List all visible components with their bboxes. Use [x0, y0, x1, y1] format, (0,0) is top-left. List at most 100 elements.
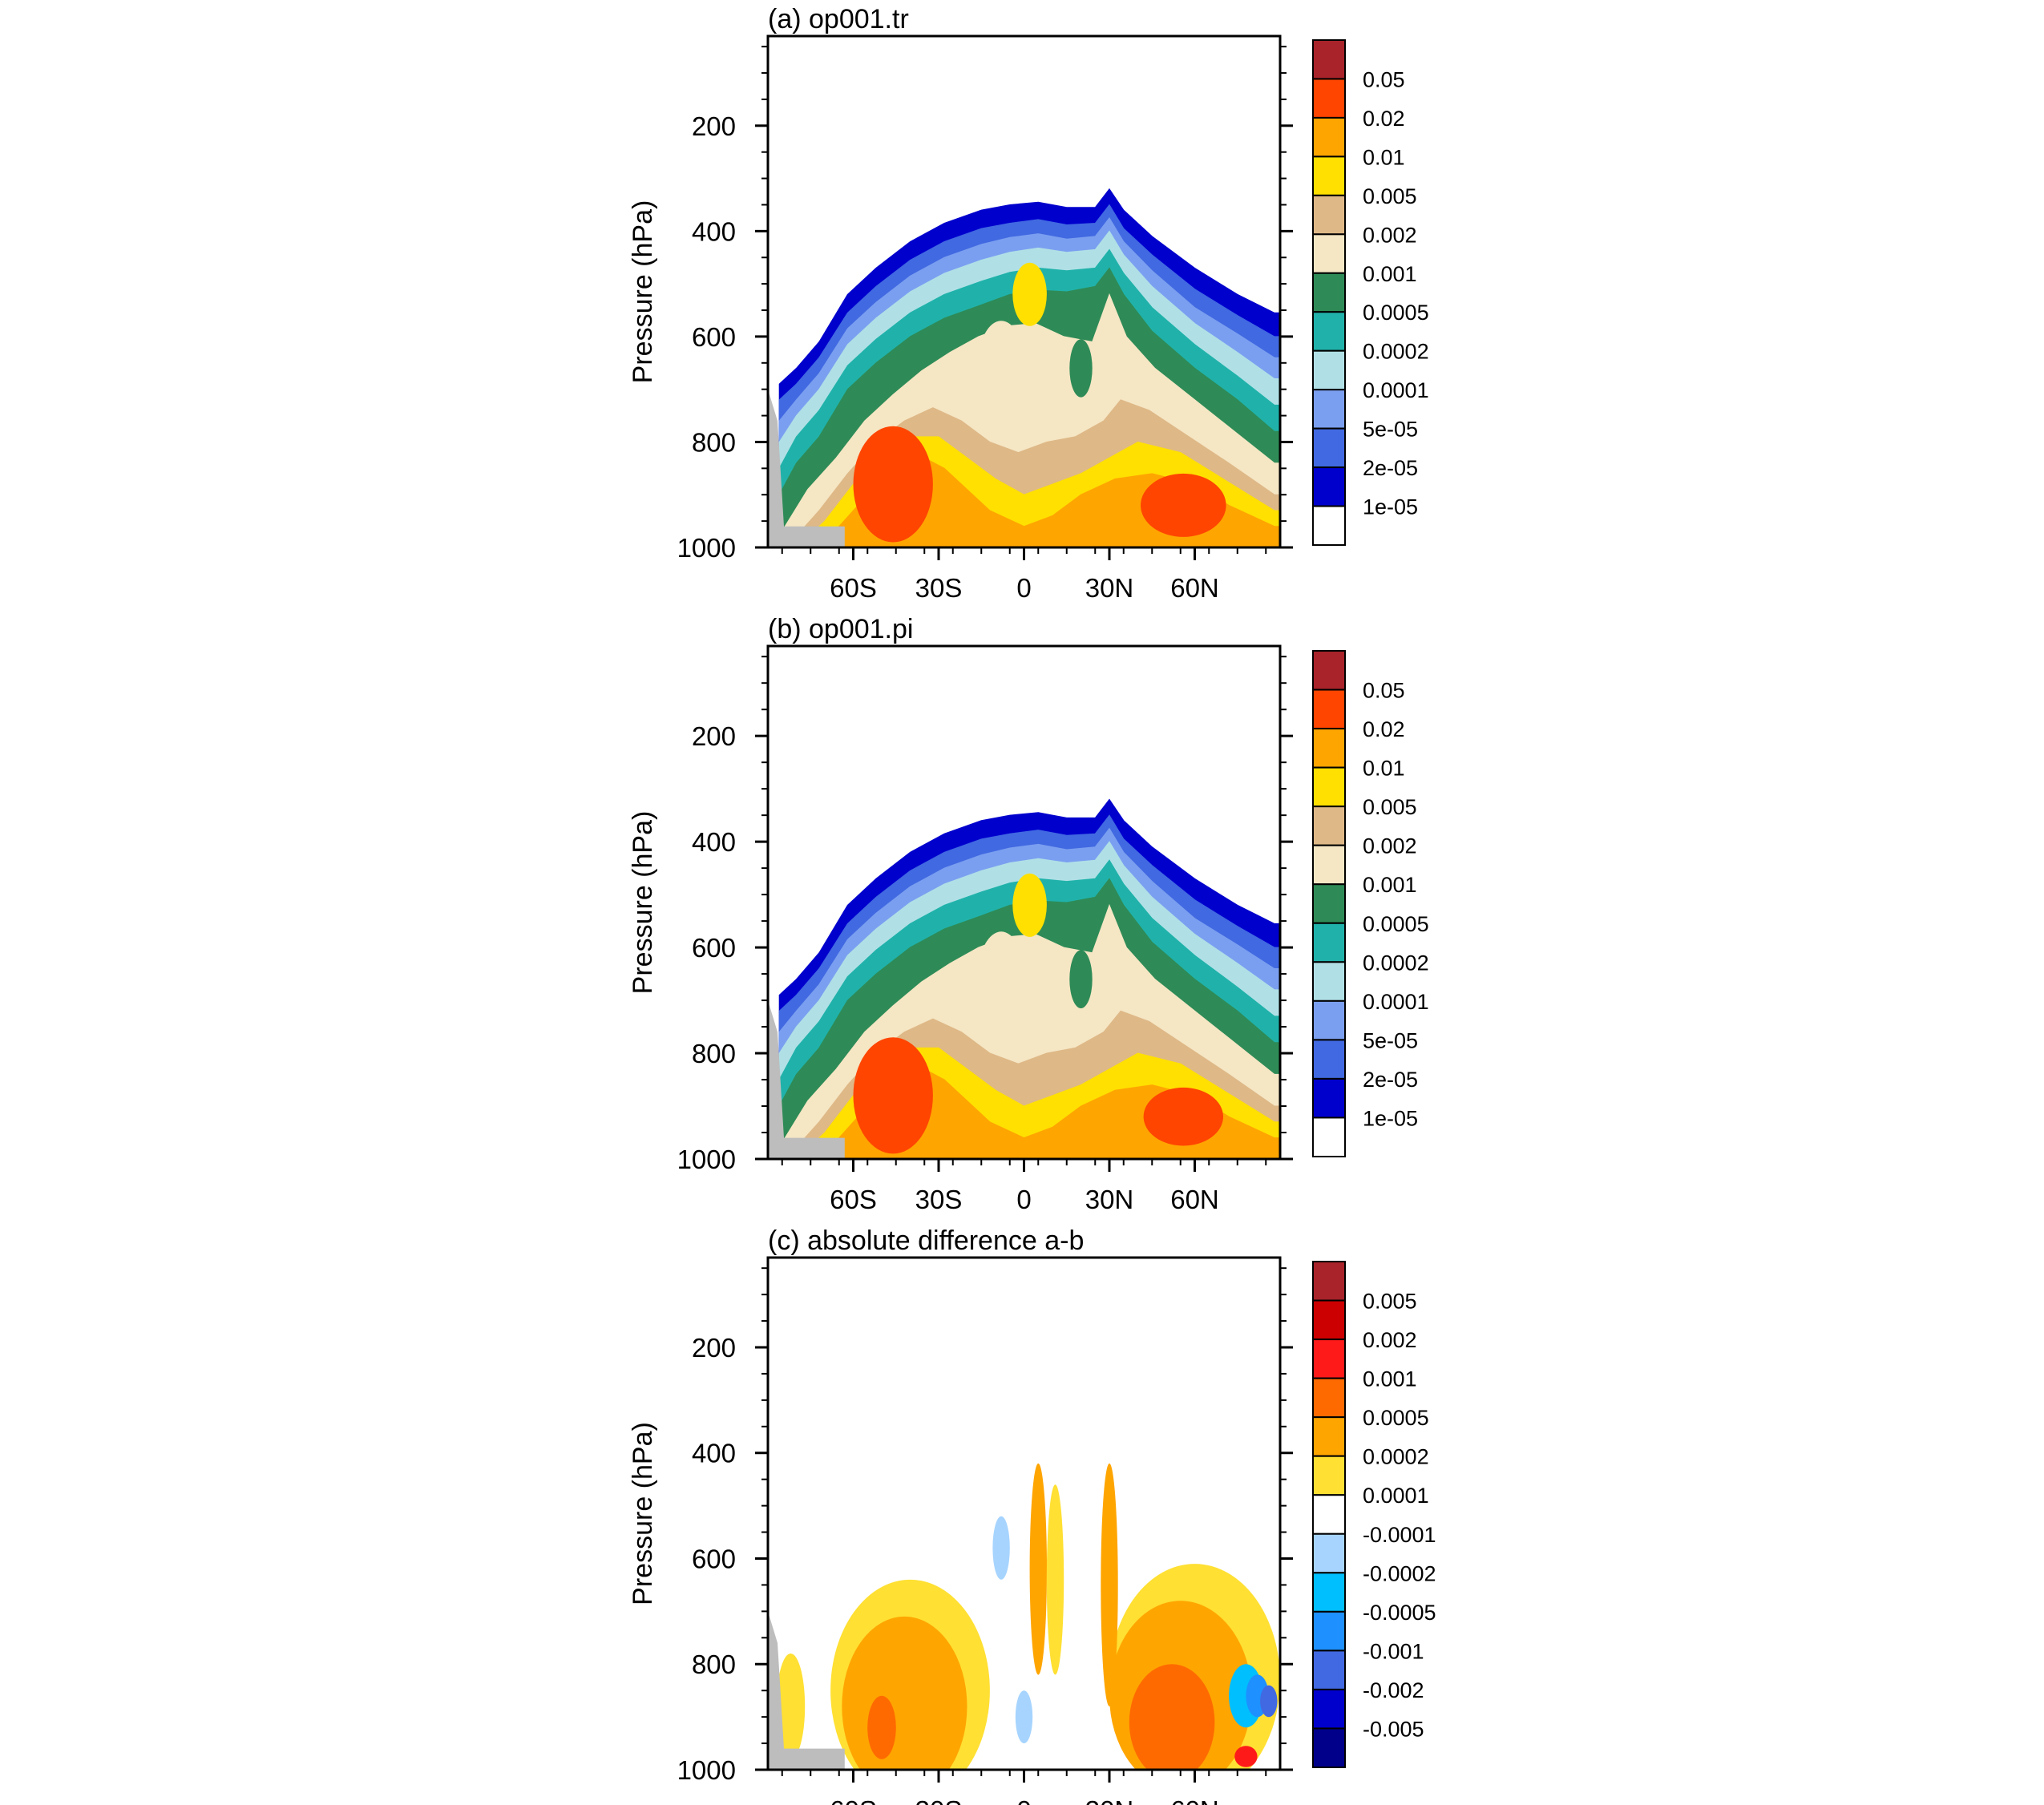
- y-tick-label: 600: [692, 322, 736, 352]
- colorbar-swatch: [1312, 1572, 1346, 1613]
- panel-3: (c) absolute difference a-b Pressure (hPa…: [628, 1226, 1436, 1805]
- x-tick-label: 60S: [830, 1795, 877, 1805]
- colorbar-swatch: [1312, 1299, 1346, 1341]
- colorbar-label: 0.0005: [1363, 1406, 1429, 1430]
- colorbar-swatch: [1312, 116, 1346, 158]
- x-tick-label: 30S: [915, 1185, 963, 1214]
- colorbar-label: 0.01: [1363, 145, 1405, 169]
- colorbar-swatch: [1312, 806, 1346, 846]
- colorbar-label: 0.0005: [1363, 301, 1429, 325]
- colorbar-swatch: [1312, 311, 1346, 352]
- x-tick-label: 0: [1016, 573, 1031, 603]
- colorbar-swatch: [1312, 999, 1346, 1041]
- y-tick-label: 1000: [677, 1145, 736, 1174]
- contour-region: [1069, 950, 1093, 1008]
- y-tick-label: 800: [692, 427, 736, 457]
- x-tick-label: 60S: [830, 573, 877, 603]
- colorbar-label: 2e-05: [1363, 456, 1418, 480]
- topography-mask: [768, 1000, 845, 1159]
- y-tick-label: 800: [692, 1650, 736, 1679]
- plot-area: [768, 1258, 1280, 1770]
- colorbar-swatch: [1312, 505, 1346, 546]
- colorbar-swatch: [1312, 1039, 1346, 1080]
- colorbar-swatch: [1312, 1688, 1346, 1730]
- x-tick-label: 60N: [1170, 573, 1219, 603]
- colorbar-label: -0.005: [1363, 1717, 1424, 1741]
- colorbar-swatch: [1312, 1650, 1346, 1690]
- contour-region: [1234, 1746, 1258, 1767]
- colorbar-label: 1e-05: [1363, 1106, 1418, 1130]
- colorbar-label: 5e-05: [1363, 1028, 1418, 1052]
- y-axis-label: Pressure (hPa): [628, 1422, 658, 1605]
- x-tick-label: 30N: [1085, 1795, 1134, 1805]
- contour-region: [1129, 1664, 1215, 1770]
- topography-mask: [768, 389, 845, 547]
- colorbar-label: 0.001: [1363, 262, 1417, 286]
- colorbar-swatch: [1312, 39, 1346, 80]
- x-tick-label: 60S: [830, 1185, 877, 1214]
- contour-region: [1029, 1463, 1048, 1675]
- colorbar-label: 2e-05: [1363, 1068, 1418, 1092]
- colorbar-label: 0.002: [1363, 1328, 1417, 1352]
- colorbar-swatch: [1312, 961, 1346, 1002]
- colorbar-label: 0.0002: [1363, 951, 1429, 975]
- colorbar-swatch: [1312, 272, 1346, 313]
- x-tick-label: 60N: [1170, 1185, 1219, 1214]
- contour-region: [978, 321, 1024, 406]
- panel-title: (c) absolute difference a-b: [768, 1226, 1084, 1256]
- y-tick-label: 1000: [677, 1755, 736, 1785]
- colorbar-swatch: [1312, 1261, 1346, 1302]
- contour-region: [1069, 339, 1093, 398]
- contour-region: [1141, 473, 1226, 537]
- colorbar-label: 0.0001: [1363, 378, 1429, 402]
- colorbar-label: 0.0002: [1363, 1445, 1429, 1469]
- y-tick-label: 800: [692, 1039, 736, 1068]
- panel-title: (a) op001.tr: [768, 4, 909, 34]
- plot-area: [768, 36, 1280, 547]
- x-tick-label: 60N: [1170, 1795, 1219, 1805]
- y-tick-label: 400: [692, 827, 736, 857]
- colorbar-swatch: [1312, 78, 1346, 119]
- colorbar-label: 0.005: [1363, 795, 1417, 819]
- colorbar-label: -0.0001: [1363, 1523, 1436, 1547]
- x-tick-label: 0: [1016, 1185, 1031, 1214]
- contour-region: [1260, 1685, 1278, 1718]
- x-tick-label: 0: [1016, 1795, 1031, 1805]
- panel-title: (b) op001.pi: [768, 614, 913, 644]
- colorbar-label: -0.002: [1363, 1678, 1424, 1702]
- colorbar-label: 5e-05: [1363, 418, 1418, 442]
- colorbar-label: 0.001: [1363, 1367, 1417, 1391]
- colorbar-label: 0.002: [1363, 834, 1417, 858]
- panel-2: (b) op001.pi Pressure (hPa) 200 400 600 800 10…: [628, 614, 1429, 1214]
- colorbar-label: 0.0005: [1363, 912, 1429, 936]
- colorbar-label: 1e-05: [1363, 495, 1418, 519]
- colorbar-label: -0.001: [1363, 1639, 1424, 1663]
- topography-mask: [768, 1611, 845, 1770]
- plot-area: [768, 646, 1280, 1159]
- colorbar-swatch: [1312, 389, 1346, 430]
- colorbar-label: 0.0001: [1363, 990, 1429, 1014]
- colorbar-swatch: [1312, 1494, 1346, 1535]
- y-tick-label: 200: [692, 721, 736, 751]
- colorbar-swatch: [1312, 233, 1346, 274]
- colorbar-swatch: [1312, 194, 1346, 236]
- colorbar-label: -0.0005: [1363, 1601, 1436, 1625]
- x-tick-label: 30N: [1085, 1185, 1134, 1214]
- y-tick-label: 200: [692, 1333, 736, 1363]
- colorbar-swatch: [1312, 427, 1346, 469]
- colorbar-swatch: [1312, 466, 1346, 507]
- contour-region: [1046, 1484, 1064, 1675]
- colorbar-swatch: [1312, 688, 1346, 730]
- colorbar-swatch: [1312, 728, 1346, 769]
- contour-region: [1143, 1087, 1224, 1146]
- colorbar-label: 0.02: [1363, 717, 1405, 741]
- y-axis-label: Pressure (hPa): [628, 811, 658, 995]
- contour-region: [1012, 262, 1047, 326]
- colorbar-label: 0.005: [1363, 1290, 1417, 1314]
- colorbar-swatch: [1312, 922, 1346, 963]
- colorbar-label: 0.05: [1363, 67, 1405, 91]
- x-tick-label: 30S: [915, 1795, 963, 1805]
- colorbar-swatch: [1312, 155, 1346, 196]
- colorbar-swatch: [1312, 1117, 1346, 1158]
